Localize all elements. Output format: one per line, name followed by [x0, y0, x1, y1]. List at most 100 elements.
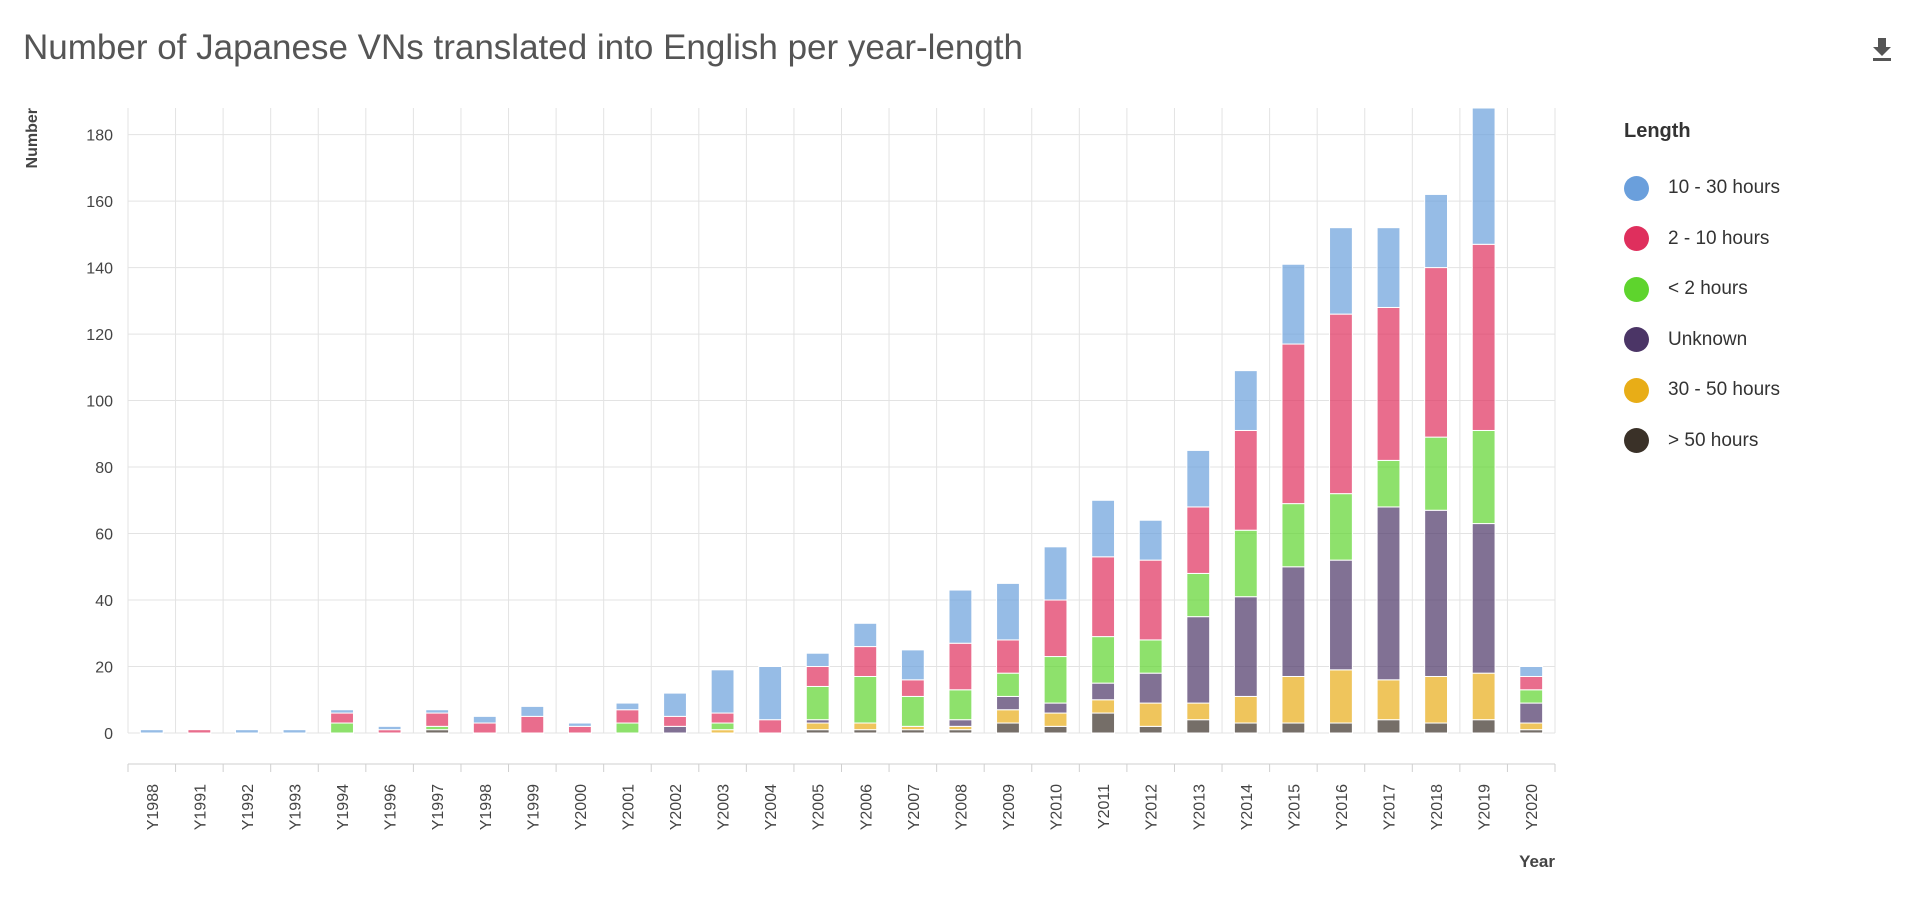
bar-segment [1233, 722, 1258, 734]
bar-segment [1329, 313, 1353, 495]
bar-segment [900, 695, 925, 727]
bar-segment [1376, 459, 1401, 508]
x-tick-label: Y1996 [383, 784, 400, 830]
bar-segment [853, 675, 878, 724]
bar-segment [1233, 596, 1258, 697]
bar-segment [1233, 529, 1258, 598]
bar-segment [139, 729, 164, 734]
bar-segment [1186, 616, 1211, 704]
legend-item-unknown[interactable]: Unknown [1624, 315, 1780, 366]
bar-segment [1043, 702, 1068, 714]
legend-swatch [1624, 377, 1649, 403]
bar-segment [663, 692, 687, 717]
x-axis-title: Year [1519, 852, 1555, 871]
bar-segment [377, 725, 402, 731]
legend-item-30-50-hours[interactable]: 30 - 50 hours [1624, 365, 1780, 416]
bar-segment [1471, 429, 1496, 525]
bar-segment [1329, 493, 1353, 561]
bar-segment [996, 582, 1020, 641]
bar-segment [996, 639, 1020, 674]
bar-segment [235, 729, 259, 734]
bar-segment [805, 685, 830, 721]
y-tick-label: 0 [104, 726, 113, 743]
legend-item-2-10-hours[interactable]: 2 - 10 hours [1624, 214, 1780, 265]
bar-segment [472, 715, 497, 724]
bar-segment [1043, 546, 1068, 601]
x-tick-label: Y1988 [145, 784, 162, 830]
x-tick-label: Y2020 [1524, 784, 1541, 830]
legend-swatch [1624, 327, 1649, 353]
legend-item-10-30-hours[interactable]: 10 - 30 hours [1624, 163, 1780, 214]
bar-segment [1329, 722, 1353, 734]
bar-segment [948, 689, 973, 721]
x-tick-label: Y2017 [1382, 784, 1399, 830]
legend-item-over-50-hours[interactable]: > 50 hours [1624, 416, 1780, 467]
x-tick-label: Y2009 [1001, 784, 1018, 830]
y-tick-label: 100 [86, 394, 113, 411]
grid-lines [127, 108, 1556, 734]
x-tick-label: Y2015 [1286, 784, 1303, 830]
bar-segment [615, 709, 640, 724]
x-tick-label: Y2006 [858, 784, 875, 830]
bar-segment [996, 709, 1020, 724]
bar-segment [1376, 719, 1401, 734]
legend-label: 30 - 50 hours [1668, 379, 1780, 401]
bars [139, 107, 1544, 734]
x-tick-label: Y1997 [430, 784, 447, 830]
bar-segment [1281, 722, 1306, 734]
legend-label: 10 - 30 hours [1668, 177, 1780, 199]
bar-segment [1519, 675, 1544, 691]
bar-segment [1186, 572, 1211, 618]
y-tick-label: 40 [95, 593, 113, 610]
bar-segment [758, 719, 783, 734]
x-tick-label: Y2019 [1477, 784, 1494, 830]
bar-segment [1091, 499, 1116, 558]
y-tick-label: 140 [86, 261, 113, 278]
bar-segment [710, 722, 735, 731]
x-tick-label: Y2002 [668, 784, 685, 830]
bar-segment [948, 642, 973, 691]
bar-segment [663, 715, 687, 727]
bar-segment [1281, 675, 1306, 724]
x-tick-label: Y2018 [1429, 784, 1446, 830]
x-tick-label: Y2008 [953, 784, 970, 830]
bar-segment [996, 672, 1020, 697]
bar-segment [1138, 672, 1163, 704]
bar-segment [1091, 556, 1116, 638]
legend-label: 2 - 10 hours [1668, 227, 1770, 249]
legend-item-under-2-hours[interactable]: < 2 hours [1624, 264, 1780, 315]
bar-segment [1519, 666, 1544, 677]
bar-segment [1091, 712, 1116, 734]
bar-segment [1091, 682, 1116, 701]
bar-segment [1471, 523, 1496, 674]
legend-label: > 50 hours [1668, 429, 1759, 451]
bar-segment [520, 705, 545, 717]
bar-segment [1138, 639, 1163, 674]
bar-segment [330, 722, 354, 734]
x-tick-label: Y2014 [1239, 784, 1256, 830]
bar-segment [1424, 722, 1448, 734]
bar-segment [1519, 702, 1544, 724]
x-tick-label: Y2011 [1096, 784, 1113, 829]
bar-segment [805, 652, 830, 668]
bar-segment [1281, 263, 1306, 345]
download-icon[interactable] [1870, 36, 1894, 62]
bar-segment [853, 722, 878, 731]
bar-segment [1329, 559, 1353, 671]
bar-segment [1471, 107, 1496, 245]
bar-segment [1376, 227, 1401, 308]
bar-segment [1233, 429, 1258, 531]
bar-segment [520, 715, 545, 734]
bar-segment [1186, 702, 1211, 721]
y-tick-label: 20 [95, 660, 113, 677]
bar-segment [1043, 712, 1068, 727]
y-tick-label: 160 [86, 194, 113, 211]
y-tick-label: 120 [86, 327, 113, 344]
bar-segment [1519, 689, 1544, 704]
bar-segment [1471, 243, 1496, 431]
bar-segment [472, 722, 497, 734]
bar-segment [1233, 370, 1258, 431]
bar-segment [1043, 656, 1068, 704]
x-tick-label: Y2016 [1334, 784, 1351, 830]
bar-segment [1043, 725, 1068, 734]
